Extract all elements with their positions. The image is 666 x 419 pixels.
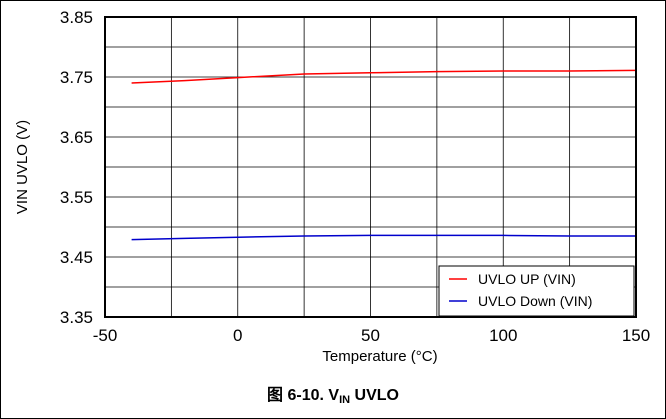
plot-border	[104, 16, 637, 318]
y-tick-label: 3.35	[60, 308, 93, 327]
x-axis-label: Temperature (°C)	[322, 348, 437, 365]
legend-label: UVLO Down (VIN)	[478, 293, 592, 309]
y-axis-label: VIN UVLO (V)	[14, 120, 31, 214]
series-layer	[131, 69, 637, 241]
x-tick-labels: -50 0 50 100 150	[93, 326, 650, 345]
y-tick-label: 3.85	[60, 8, 93, 27]
y-tick-label: 3.65	[60, 128, 93, 147]
figure-caption: 图 6-10. VIN UVLO	[0, 381, 666, 406]
x-tick-label: 50	[361, 326, 380, 345]
x-tick-label: 150	[622, 326, 650, 345]
caption-subscript: IN	[339, 394, 351, 406]
grid	[105, 17, 636, 317]
x-tick-label: 0	[233, 326, 242, 345]
caption-suffix: UVLO	[350, 387, 399, 404]
x-tick-label: 100	[489, 326, 517, 345]
y-tick-label: 3.55	[60, 188, 93, 207]
legend: UVLO UP (VIN) UVLO Down (VIN)	[438, 265, 635, 317]
y-tick-label: 3.45	[60, 248, 93, 267]
legend-label: UVLO UP (VIN)	[478, 271, 576, 287]
caption-prefix: 图 6-10. V	[267, 387, 340, 404]
legend-box	[438, 265, 635, 317]
chart: 3.35 3.45 3.55 3.65 3.75 3.85 -50 0 50 100 150 Te…	[14, 8, 650, 365]
y-tick-label: 3.75	[60, 68, 93, 87]
y-tick-labels: 3.35 3.45 3.55 3.65 3.75 3.85	[60, 8, 93, 327]
x-tick-label: -50	[93, 326, 118, 345]
series-line-1	[131, 69, 637, 84]
series-line-2	[131, 234, 636, 241]
